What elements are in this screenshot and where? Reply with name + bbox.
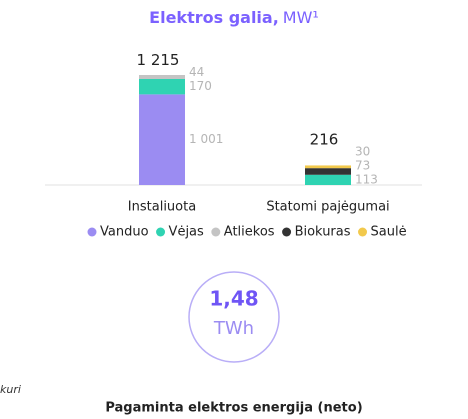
bar-segment <box>139 94 185 185</box>
kpi-circle <box>188 271 280 363</box>
value-label: 1 001 <box>189 132 223 146</box>
legend-swatch <box>156 227 166 237</box>
chart-title: Elektros galia, <box>149 8 279 27</box>
value-label: 170 <box>189 79 212 93</box>
chart-title-unit: MW¹ <box>283 8 319 27</box>
kpi-unit: TWh <box>213 318 254 339</box>
kpi-label: Pagaminta elektros energija (neto) <box>105 401 362 416</box>
legend-label: Saulė <box>371 225 407 240</box>
legend-label: Vėjas <box>169 225 204 240</box>
bar-segment <box>305 168 351 175</box>
legend-label: Biokuras <box>295 225 351 240</box>
bar-segment <box>139 75 185 79</box>
x-tick-label: Statomi pajėgumai <box>266 200 389 215</box>
total-label: 1 215 <box>137 51 180 69</box>
legend-swatch <box>358 227 368 237</box>
side-note: kuri <box>0 383 21 396</box>
x-tick-label: Instaliuota <box>128 200 196 215</box>
legend-swatch <box>282 227 292 237</box>
bar-segment <box>305 174 351 185</box>
legend-swatch <box>211 227 221 237</box>
kpi-value: 1,48 <box>209 287 258 311</box>
legend-swatch <box>87 227 97 237</box>
value-label: 73 <box>355 158 370 172</box>
legend-label: Atliekos <box>224 225 275 240</box>
total-label: 216 <box>310 130 339 148</box>
value-label: 30 <box>355 144 370 158</box>
bar-segment <box>305 165 351 169</box>
value-label: 113 <box>355 172 378 186</box>
bar-segment <box>139 78 185 95</box>
chart-title-group: Elektros galia, MW¹ <box>149 8 319 27</box>
legend-label: Vanduo <box>100 225 149 240</box>
value-label: 44 <box>189 65 204 79</box>
